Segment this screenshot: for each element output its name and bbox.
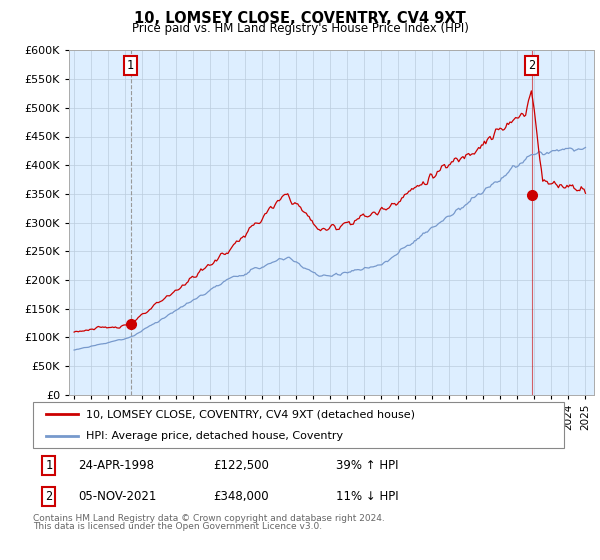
Text: This data is licensed under the Open Government Licence v3.0.: This data is licensed under the Open Gov… — [33, 522, 322, 531]
Text: HPI: Average price, detached house, Coventry: HPI: Average price, detached house, Cove… — [86, 431, 343, 441]
Text: 2: 2 — [46, 490, 52, 503]
Text: 2: 2 — [528, 59, 535, 72]
Text: 1: 1 — [46, 459, 52, 472]
Text: 10, LOMSEY CLOSE, COVENTRY, CV4 9XT: 10, LOMSEY CLOSE, COVENTRY, CV4 9XT — [134, 11, 466, 26]
Text: 11% ↓ HPI: 11% ↓ HPI — [335, 490, 398, 503]
Text: Contains HM Land Registry data © Crown copyright and database right 2024.: Contains HM Land Registry data © Crown c… — [33, 514, 385, 522]
Text: Price paid vs. HM Land Registry's House Price Index (HPI): Price paid vs. HM Land Registry's House … — [131, 22, 469, 35]
Text: 10, LOMSEY CLOSE, COVENTRY, CV4 9XT (detached house): 10, LOMSEY CLOSE, COVENTRY, CV4 9XT (det… — [86, 409, 415, 419]
Text: 05-NOV-2021: 05-NOV-2021 — [78, 490, 157, 503]
FancyBboxPatch shape — [33, 402, 564, 448]
Text: 39% ↑ HPI: 39% ↑ HPI — [335, 459, 398, 472]
Text: 24-APR-1998: 24-APR-1998 — [78, 459, 154, 472]
Text: £122,500: £122,500 — [214, 459, 269, 472]
Text: £348,000: £348,000 — [214, 490, 269, 503]
Text: 1: 1 — [127, 59, 134, 72]
